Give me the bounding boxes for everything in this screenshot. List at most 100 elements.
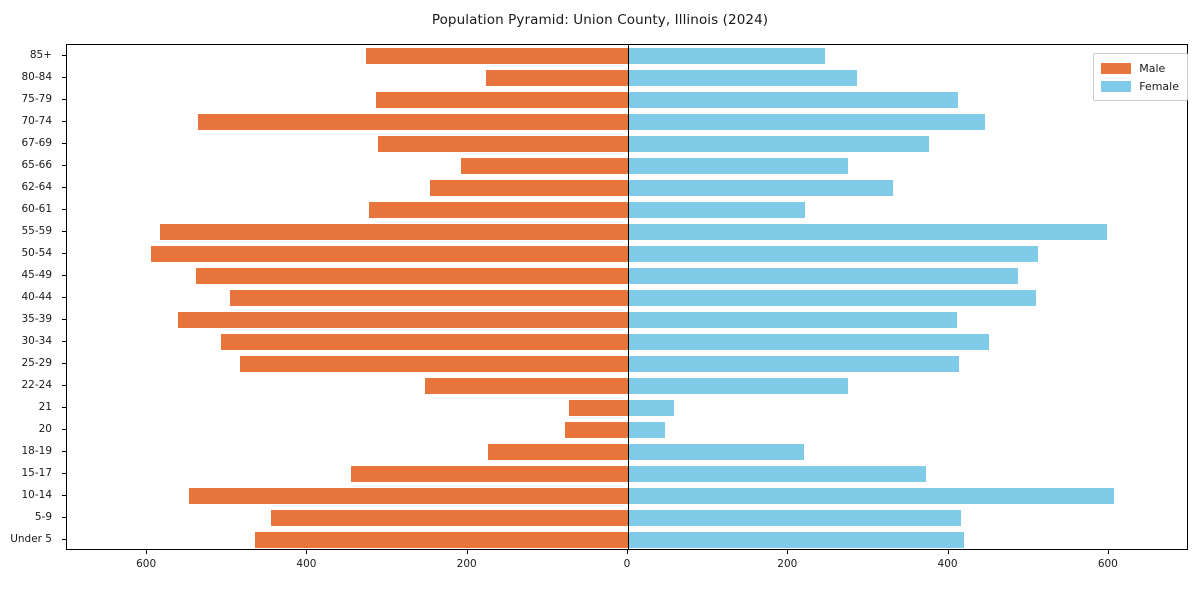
bar-male [564,422,628,438]
bar-female [628,422,665,438]
bar-female [628,48,826,64]
bar-female [628,224,1108,240]
bar-row [67,268,1187,284]
bar-female [628,268,1019,284]
x-tick-mark [787,550,789,554]
x-tick-label: 200 [456,558,477,570]
bar-male [198,114,628,130]
bar-female [628,532,964,548]
bar-female [628,290,1036,306]
bar-male [159,224,628,240]
bar-row [67,422,1187,438]
bar-female [628,312,958,328]
bar-male [177,312,628,328]
bar-row [67,180,1187,196]
bar-male [151,246,628,262]
bar-male [369,202,628,218]
y-tick-label: 35-39 [21,313,52,325]
bar-male [569,400,628,416]
legend-item-female: Female [1101,77,1179,95]
y-tick-label: 70-74 [21,115,52,127]
x-tick-mark [306,550,308,554]
bar-row [67,400,1187,416]
bar-female [628,70,858,86]
bar-row [67,334,1187,350]
y-tick-label: 60-61 [21,203,52,215]
bar-male [430,180,628,196]
bar-row [67,114,1187,130]
bar-female [628,466,927,482]
y-tick-label: 18-19 [21,445,52,457]
y-tick-label: 30-34 [21,335,52,347]
bar-male [220,334,628,350]
bar-row [67,312,1187,328]
bar-female [628,444,804,460]
bar-row [67,510,1187,526]
bar-row [67,92,1187,108]
y-tick-label: 55-59 [21,225,52,237]
bar-row [67,224,1187,240]
bar-female [628,136,930,152]
x-tick-mark [466,550,468,554]
y-tick-label: 22-24 [21,379,52,391]
bar-female [628,510,962,526]
x-tick-label: 400 [296,558,317,570]
plot-area [66,44,1188,550]
bars-layer [67,45,1187,549]
bar-row [67,202,1187,218]
bar-male [365,48,628,64]
bar-row [67,158,1187,174]
x-tick-label: 400 [937,558,958,570]
bar-row [67,70,1187,86]
zero-axis-line [628,45,630,549]
bar-female [628,180,894,196]
bar-female [628,356,959,372]
x-tick-label: 200 [777,558,798,570]
bar-male [240,356,628,372]
bar-male [377,136,628,152]
x-tick-label: 600 [1097,558,1118,570]
bar-male [350,466,628,482]
legend-swatch-male [1101,62,1132,74]
bar-row [67,290,1187,306]
bar-male [486,70,628,86]
bar-row [67,48,1187,64]
y-tick-label: 10-14 [21,489,52,501]
bar-row [67,356,1187,372]
legend-label-female: Female [1139,79,1179,93]
y-tick-label: 67-69 [21,137,52,149]
bar-female [628,114,986,130]
y-tick-label: Under 5 [10,533,52,545]
x-tick-mark [1107,550,1109,554]
y-tick-label: 25-29 [21,357,52,369]
y-tick-label: 45-49 [21,269,52,281]
x-tick-mark [146,550,148,554]
bar-female [628,158,848,174]
x-tick-label: 600 [136,558,157,570]
y-tick-label: 40-44 [21,291,52,303]
bar-male [255,532,628,548]
bar-male [487,444,628,460]
y-tick-label: 62-64 [21,181,52,193]
bar-row [67,246,1187,262]
y-axis-tick-labels: 85+ 80-84 75-79 70-74 67-69 65-66 62-64 60-61 55… [0,44,60,550]
bar-male [270,510,628,526]
bar-female [628,202,806,218]
bar-male [230,290,628,306]
bar-row [67,466,1187,482]
bar-row [67,378,1187,394]
bar-female [628,246,1038,262]
bar-female [628,92,959,108]
bar-row [67,488,1187,504]
y-tick-label: 20 [38,423,52,435]
x-tick-mark [947,550,949,554]
bar-male [461,158,628,174]
y-tick-label: 85+ [29,49,52,61]
x-tick-mark [627,550,628,554]
legend-label-male: Male [1139,61,1166,75]
bar-female [628,488,1115,504]
bar-row [67,532,1187,548]
y-tick-label: 15-17 [21,467,52,479]
y-tick-label: 21 [38,401,52,413]
